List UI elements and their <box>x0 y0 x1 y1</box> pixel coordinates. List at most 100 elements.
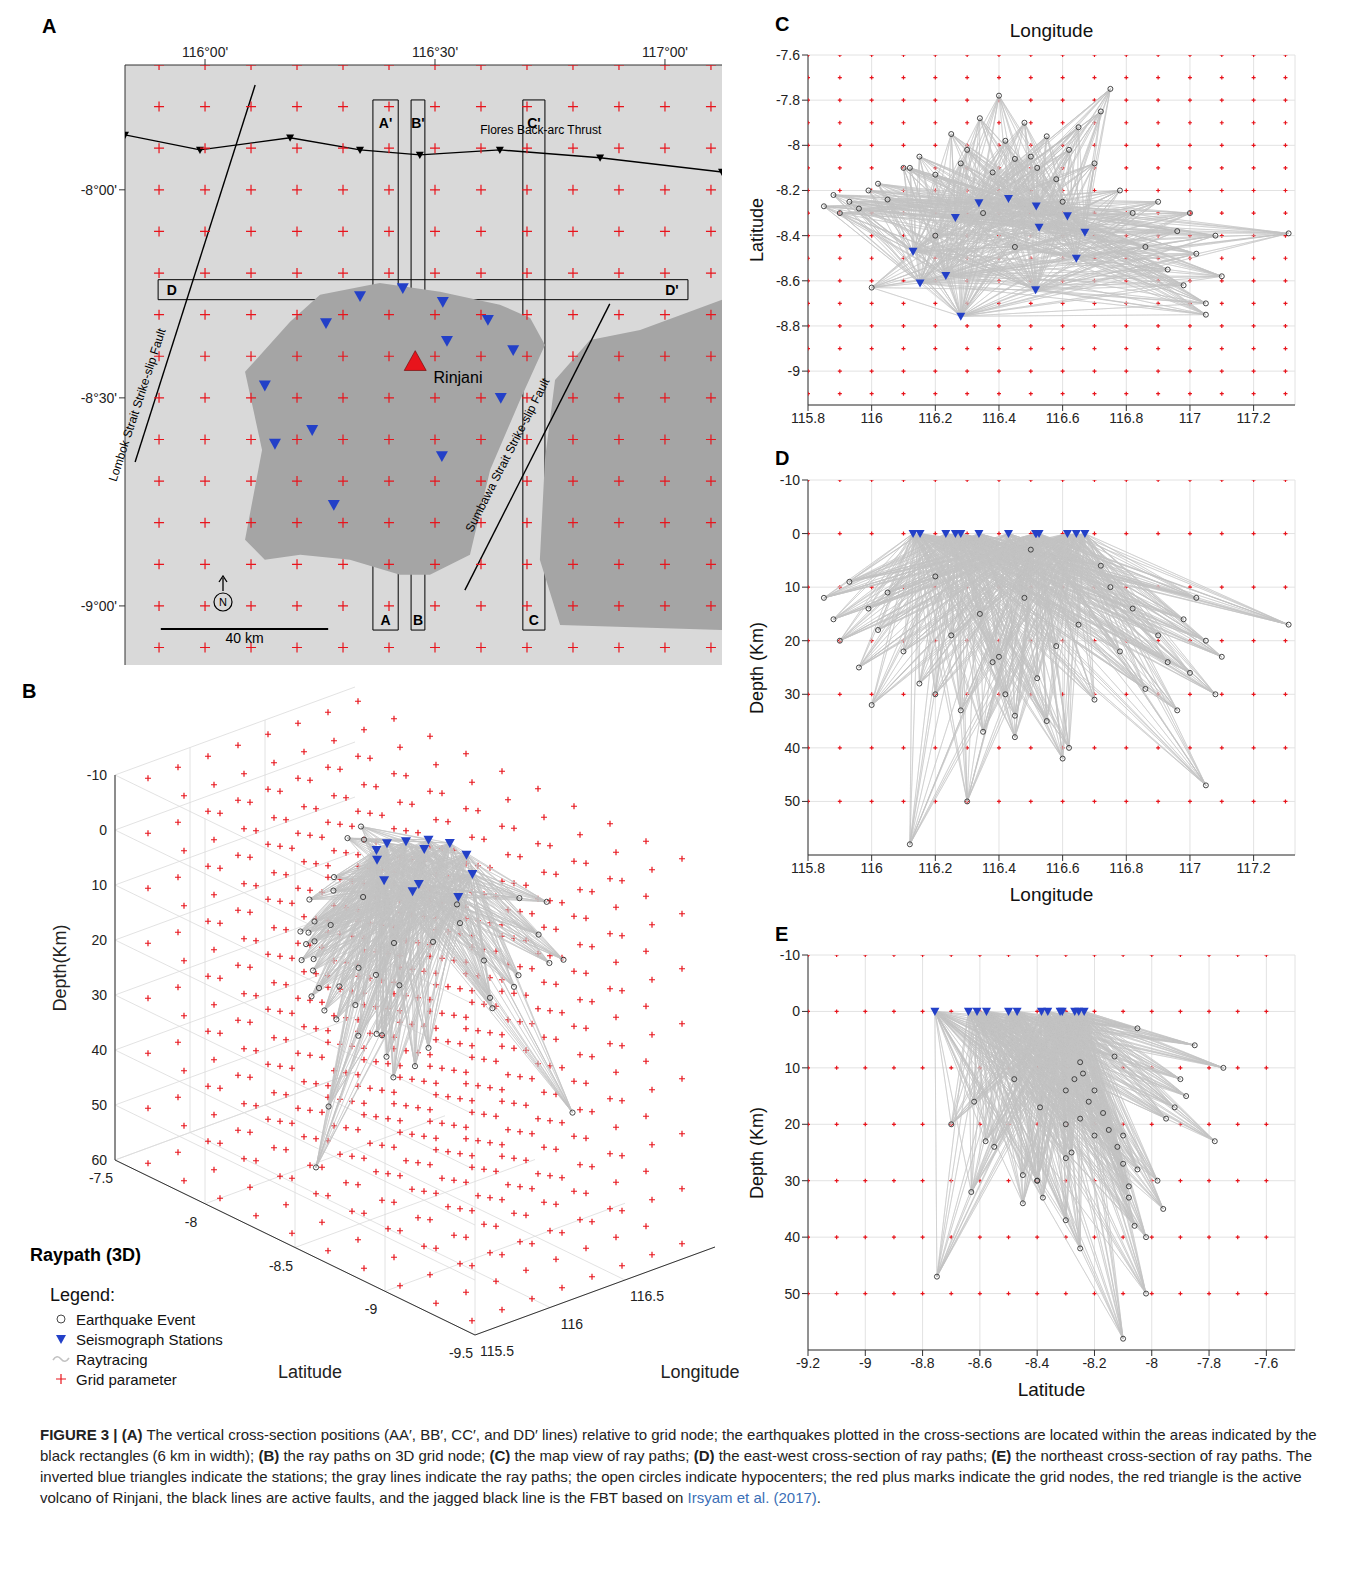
svg-text:40 km: 40 km <box>225 630 263 646</box>
svg-text:-7.6: -7.6 <box>776 47 800 63</box>
svg-text:-7.8: -7.8 <box>1197 1355 1221 1371</box>
html-text:Latitude: Latitude <box>278 1361 342 1382</box>
svg-text:50: 50 <box>784 793 800 809</box>
svg-text:Rinjani: Rinjani <box>434 369 483 386</box>
html-text:60: 60 <box>91 1152 107 1168</box>
svg-text:-8.6: -8.6 <box>776 273 800 289</box>
svg-text:-10: -10 <box>780 947 800 963</box>
svg-text:117°00': 117°00' <box>642 44 688 60</box>
html-text:Longitude: Longitude <box>1009 20 1094 41</box>
html-text:116: 116 <box>560 1315 584 1332</box>
svg-text:117: 117 <box>1179 860 1202 876</box>
html-text:30: 30 <box>91 987 107 1003</box>
svg-text:-9: -9 <box>788 363 801 379</box>
svg-text:116.2: 116.2 <box>918 410 952 426</box>
svg-text:Flores Back-arc Thrust: Flores Back-arc Thrust <box>480 123 602 137</box>
svg-text:116.8: 116.8 <box>1109 410 1143 426</box>
html-text:Latitude: Latitude <box>746 198 767 262</box>
html-text:50: 50 <box>91 1097 107 1113</box>
html-text:Earthquake Event: Earthquake Event <box>76 1310 196 1328</box>
svg-text:N: N <box>219 596 227 608</box>
svg-text:40: 40 <box>784 740 800 756</box>
svg-text:116: 116 <box>860 410 883 426</box>
svg-text:116.4: 116.4 <box>982 410 1016 426</box>
svg-text:40: 40 <box>784 1229 800 1245</box>
html-text:Depth(Km): Depth(Km) <box>49 924 70 1011</box>
html-text:Depth (Km): Depth (Km) <box>746 1106 767 1199</box>
svg-text:D: D <box>167 282 177 298</box>
svg-text:-8°30': -8°30' <box>81 390 117 406</box>
svg-text:-8: -8 <box>788 137 801 153</box>
svg-text:Sumbawa Strait Strike-slip Fau: Sumbawa Strait Strike-slip Fault <box>462 375 552 534</box>
html-text:40: 40 <box>91 1042 107 1058</box>
html-text:10: 10 <box>91 877 107 893</box>
html-text:-8.5: -8.5 <box>268 1257 294 1274</box>
svg-text:0: 0 <box>792 526 800 542</box>
html-text:Longitude: Longitude <box>1009 884 1094 905</box>
svg-text:-9.2: -9.2 <box>796 1355 820 1371</box>
html-text:D: D <box>775 447 790 469</box>
svg-text:C: C <box>529 612 539 628</box>
svg-text:A: A <box>380 612 390 628</box>
svg-text:-9°00': -9°00' <box>81 598 117 614</box>
svg-text:116°00': 116°00' <box>182 44 228 60</box>
svg-text:0: 0 <box>792 1003 800 1019</box>
html-text:FIGURE 3 | (A) The vertical cr: FIGURE 3 | (A) The vertical cross-sectio… <box>40 1426 1317 1506</box>
svg-text:30: 30 <box>784 1173 800 1189</box>
html-text:115.5: 115.5 <box>480 1343 514 1359</box>
html-text:-9.5: -9.5 <box>448 1345 474 1361</box>
html-text:Depth (Km): Depth (Km) <box>746 621 767 714</box>
html-text:116.5: 116.5 <box>630 1288 664 1304</box>
svg-text:-10: -10 <box>780 472 800 488</box>
svg-text:115.8: 115.8 <box>791 860 825 876</box>
svg-text:10: 10 <box>784 1060 800 1076</box>
svg-text:-8.2: -8.2 <box>776 182 800 198</box>
svg-text:B: B <box>413 612 423 628</box>
svg-text:-8.2: -8.2 <box>1082 1355 1106 1371</box>
html-text:20: 20 <box>91 932 107 948</box>
html-text:Latitude: Latitude <box>1017 1379 1086 1400</box>
svg-text:20: 20 <box>784 1116 800 1132</box>
svg-text:-8.4: -8.4 <box>1025 1355 1049 1371</box>
svg-text:-8.4: -8.4 <box>776 228 800 244</box>
svg-text:117.2: 117.2 <box>1237 410 1271 426</box>
svg-text:20: 20 <box>784 633 800 649</box>
html-text:-10: -10 <box>86 767 107 783</box>
svg-text:116.8: 116.8 <box>1109 860 1143 876</box>
svg-text:30: 30 <box>784 686 800 702</box>
svg-text:Lombok Strait Strike-slip Faul: Lombok Strait Strike-slip Fault <box>106 326 169 483</box>
html-text:A: A <box>42 15 57 37</box>
html-text:-7.5: -7.5 <box>88 1170 114 1186</box>
svg-text:116.6: 116.6 <box>1046 410 1080 426</box>
svg-text:10: 10 <box>784 579 800 595</box>
svg-text:115.8: 115.8 <box>791 410 825 426</box>
html-text:Legend:: Legend: <box>50 1285 116 1305</box>
svg-text:117.2: 117.2 <box>1237 860 1271 876</box>
svg-text:116°30': 116°30' <box>412 44 458 60</box>
html-text:Seismograph Stations: Seismograph Stations <box>76 1330 223 1348</box>
svg-text:117: 117 <box>1179 410 1202 426</box>
html-text:Longitude: Longitude <box>660 1361 740 1382</box>
svg-text:-7.6: -7.6 <box>1254 1355 1278 1371</box>
svg-text:-8.6: -8.6 <box>968 1355 992 1371</box>
svg-text:116.2: 116.2 <box>918 860 952 876</box>
svg-text:116.4: 116.4 <box>982 860 1016 876</box>
svg-text:116: 116 <box>860 860 883 876</box>
svg-text:116.6: 116.6 <box>1046 860 1080 876</box>
svg-text:-9: -9 <box>859 1355 872 1371</box>
svg-text:50: 50 <box>784 1286 800 1302</box>
svg-text:-7.8: -7.8 <box>776 92 800 108</box>
svg-text:-8.8: -8.8 <box>776 318 800 334</box>
svg-text:D': D' <box>665 282 678 298</box>
svg-text:-8: -8 <box>1146 1355 1159 1371</box>
svg-text:-8.8: -8.8 <box>911 1355 935 1371</box>
svg-text:C': C' <box>527 115 540 131</box>
svg-text:A': A' <box>379 115 392 131</box>
html-text:B: B <box>22 680 37 702</box>
html-text:Grid parameter: Grid parameter <box>76 1370 177 1388</box>
html-text:C: C <box>775 13 790 35</box>
svg-text:B': B' <box>411 115 424 131</box>
svg-text:-8°00': -8°00' <box>81 182 117 198</box>
html-text:Raypath (3D): Raypath (3D) <box>30 1245 141 1265</box>
html-text:Raytracing: Raytracing <box>76 1350 148 1368</box>
